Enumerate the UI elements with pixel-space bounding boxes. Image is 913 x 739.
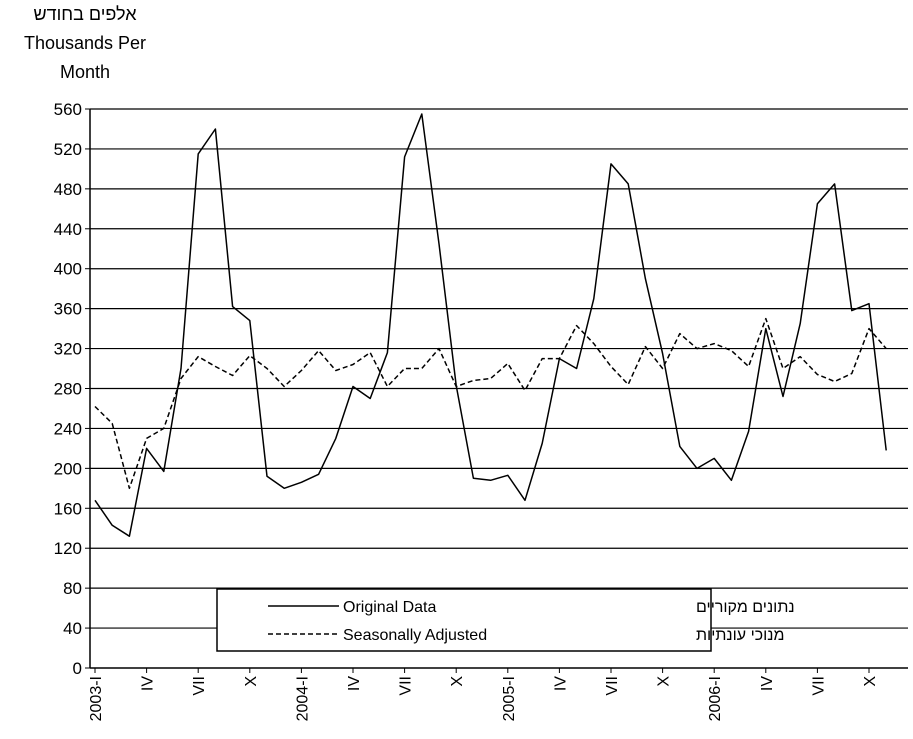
x-tick-label: VII: [810, 676, 827, 696]
y-tick-label: 480: [54, 180, 82, 199]
legend-label-original-hebrew: נתונים מקוריים: [696, 599, 795, 616]
x-tick-label: 2003-I: [88, 676, 105, 721]
y-axis-title: אלפים בחודש Thousands Per Month: [0, 0, 170, 87]
x-tick-label: VII: [398, 676, 415, 696]
y-tick-label: 40: [63, 619, 82, 638]
y-tick-label: 320: [54, 340, 82, 359]
x-tick-label: IV: [759, 676, 776, 691]
x-tick-label: IV: [140, 676, 157, 691]
legend: Original Data נתונים מקוריים Seasonally …: [216, 588, 795, 652]
y-tick-label: 200: [54, 459, 82, 478]
x-tick-label: 2006-I: [707, 676, 724, 721]
x-tick-label: VII: [604, 676, 621, 696]
x-tick-label: IV: [552, 676, 569, 691]
series-line-original-data: [94, 113, 887, 537]
y-tick-label: 240: [54, 419, 82, 438]
x-tick-label: 2005-I: [501, 676, 518, 721]
legend-label-original: Original Data: [343, 599, 436, 616]
x-tick-label: X: [862, 676, 879, 687]
y-axis-title-english-line2: Month: [59, 62, 111, 82]
y-tick-label: 560: [54, 100, 82, 119]
y-tick-label: 400: [54, 260, 82, 279]
x-axis-ticks: 2003-I IV VII X 2004-I IV VII X 2005-I IV VII X 2006…: [88, 668, 879, 721]
y-tick-label: 80: [63, 579, 82, 598]
y-axis-title-english-line1: Thousands Per: [23, 33, 147, 53]
y-axis-ticks: 0 40 80 120 160 200 240 280 320 360 400 440 480 520 56…: [54, 100, 90, 678]
y-tick-label: 160: [54, 499, 82, 518]
legend-label-adjusted: Seasonally Adjusted: [343, 627, 487, 644]
y-tick-label: 440: [54, 220, 82, 239]
series-lines: [94, 113, 887, 537]
y-axis-title-hebrew: אלפים בחודש: [33, 4, 137, 24]
y-tick-label: 120: [54, 539, 82, 558]
x-tick-label: IV: [346, 676, 363, 691]
x-tick-label: X: [656, 676, 673, 687]
y-tick-label: 0: [73, 659, 82, 678]
legend-label-adjusted-hebrew: מנוכי עונתיות: [696, 627, 785, 644]
x-tick-label: VII: [191, 676, 208, 696]
legend-box: [216, 588, 712, 652]
series-line-seasonally-adjusted: [94, 317, 887, 490]
y-tick-label: 360: [54, 300, 82, 319]
y-tick-label: 520: [54, 140, 82, 159]
x-tick-label: X: [243, 676, 260, 687]
y-tick-label: 280: [54, 380, 82, 399]
x-tick-label: X: [449, 676, 466, 687]
gridlines: [90, 108, 908, 629]
x-tick-label: 2004-I: [294, 676, 311, 721]
